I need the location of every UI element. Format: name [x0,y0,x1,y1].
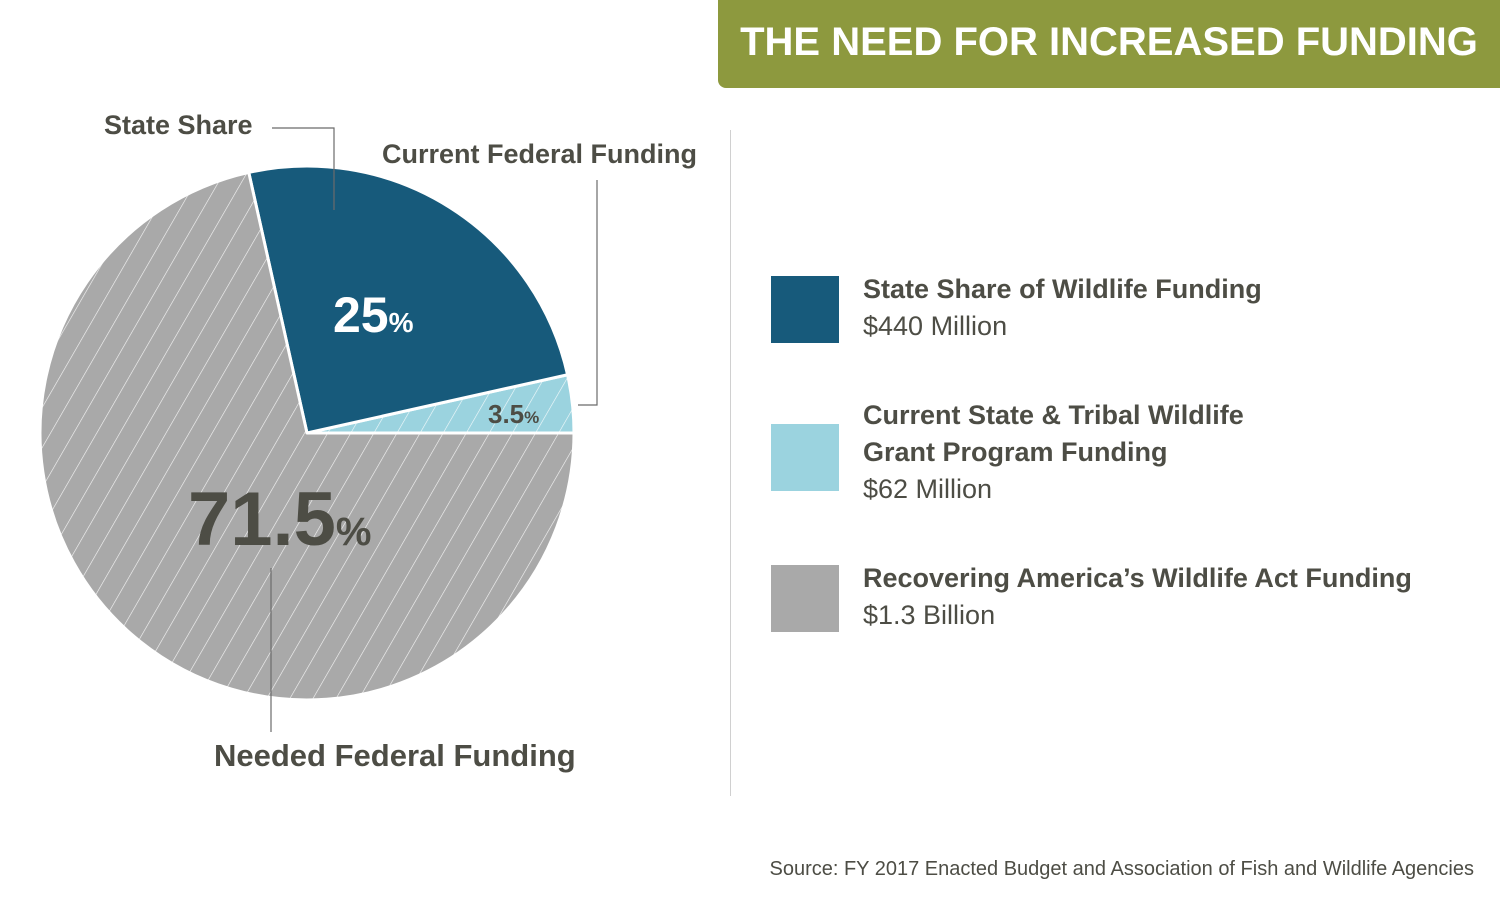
title-banner: THE NEED FOR INCREASED FUNDING [718,0,1500,88]
slice-label-current-federal: 3.5% [488,399,539,429]
callout-current-federal: Current Federal Funding [382,139,698,169]
source-note: Source: FY 2017 Enacted Budget and Assoc… [769,858,1474,880]
legend-label: Recovering America’s Wildlife Act Fundin… [863,563,1412,593]
legend-swatch [771,424,839,491]
legend-label-line-1: Current State & Tribal Wildlife [863,400,1244,430]
leader-line-state-share [272,127,335,210]
legend-value: $1.3 Billion [863,600,996,630]
divider [730,130,731,796]
slice-label-state-share: 25% [333,287,414,343]
chart-title: THE NEED FOR INCREASED FUNDING [740,20,1478,64]
leader-line-current-federal [578,180,598,406]
legend-label-line-2: Grant Program Funding [863,437,1168,467]
legend-value: $62 Million [863,474,993,504]
legend-swatch [771,276,839,343]
callout-needed-federal: Needed Federal Funding [214,738,576,773]
slice-needed-federal-hatch [39,172,574,701]
legend-label: State Share of Wildlife Funding [863,274,1262,304]
slice-label-needed-federal: 71.5% [188,477,372,562]
slice-state-share [247,164,570,435]
legend-swatch [771,565,839,632]
legend-value: $440 Million [863,311,1008,341]
callout-state-share: State Share [104,110,253,140]
pie-chart: 25% 3.5% 71.5% [38,127,598,732]
